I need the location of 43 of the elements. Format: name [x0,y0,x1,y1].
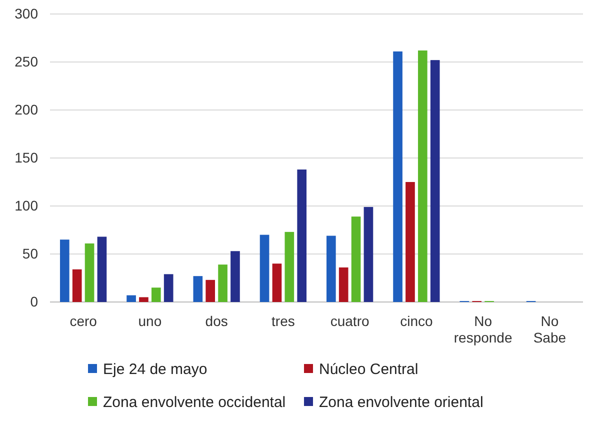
legend-label: Zona envolvente oriental [319,394,484,411]
x-tick-label: cuatro [330,312,370,329]
x-tick-label: tres [272,312,295,329]
bar [206,280,216,302]
y-tick-label: 150 [14,149,38,166]
bar [418,50,428,302]
y-tick-label: 200 [14,101,38,118]
legend-label: Eje 24 de mayo [103,361,208,378]
bar [260,234,270,302]
bar [164,274,174,302]
bar [60,240,70,302]
bar [430,60,440,302]
y-tick-label: 300 [14,5,38,22]
bar [139,297,148,302]
bar [84,243,94,302]
bar [393,51,402,302]
y-tick-label: 250 [14,53,38,70]
bar [230,251,240,302]
bar [326,236,336,302]
y-tick-label: 50 [22,245,38,262]
x-tick-label: No Sabe [533,312,566,346]
bar [406,182,415,302]
bar [193,276,203,302]
bar [126,295,136,302]
legend-label: Núcleo Central [319,361,418,378]
bar [218,264,228,302]
x-tick-label: uno [138,312,162,329]
bar [97,236,107,302]
bar [351,216,361,302]
legend-label: Zona envolvente occidental [103,394,286,411]
bar [72,269,82,302]
x-tick-label: cinco [400,312,433,329]
x-tick-label: dos [205,312,228,329]
x-tick-label: cero [70,312,98,329]
y-tick-label: 100 [14,197,38,214]
bar [151,288,161,302]
bar [272,264,282,302]
bar [364,206,374,302]
bar [338,267,348,302]
bar [297,170,307,302]
bar [284,232,294,302]
x-tick-label: No responde [454,312,512,346]
y-tick-label: 0 [30,293,38,310]
